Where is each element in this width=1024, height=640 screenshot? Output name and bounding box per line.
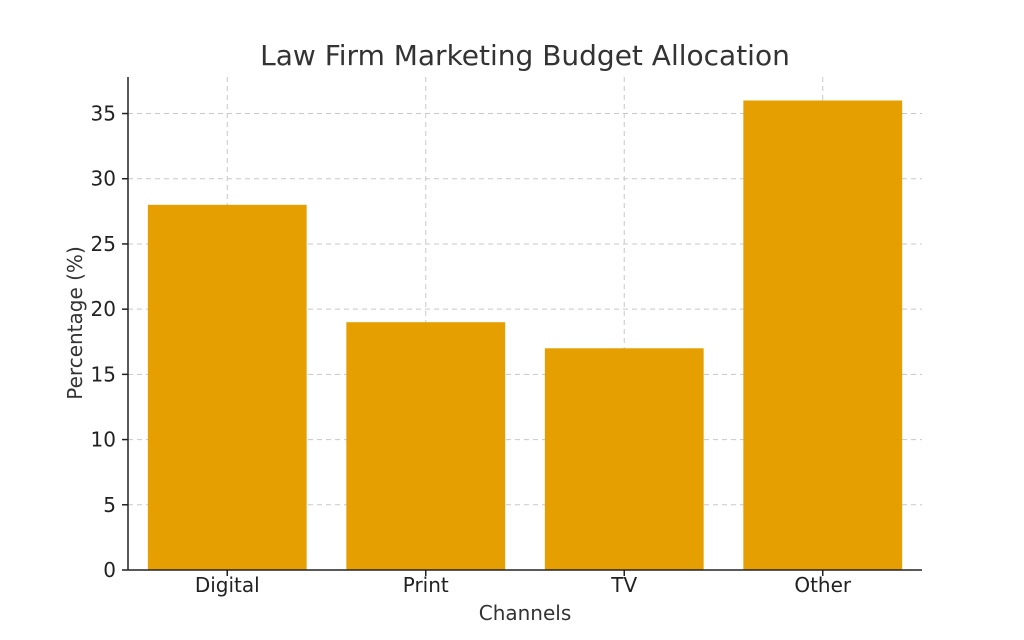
bars — [147, 100, 903, 570]
x-axis-label: Channels — [479, 601, 572, 625]
y-axis-label: Percentage (%) — [63, 246, 87, 399]
y-tick-label: 10 — [91, 428, 116, 452]
x-axis-ticks: Digital Print TV Other — [195, 570, 852, 597]
x-tick-label: Print — [403, 573, 449, 597]
y-tick-label: 5 — [103, 493, 116, 517]
x-tick-label: TV — [610, 573, 637, 597]
x-tick-label: Other — [794, 573, 852, 597]
y-tick-label: 30 — [91, 167, 116, 191]
x-tick-label: Digital — [195, 573, 260, 597]
y-tick-label: 15 — [91, 362, 116, 386]
y-axis-ticks: 0 5 10 15 20 25 30 35 — [91, 102, 128, 582]
bar-print — [346, 322, 506, 570]
bar-tv — [544, 348, 704, 570]
y-tick-label: 20 — [91, 297, 116, 321]
bar-digital — [147, 204, 307, 570]
bar-other — [743, 100, 903, 570]
y-tick-label: 35 — [91, 102, 116, 126]
y-tick-label: 25 — [91, 232, 116, 256]
chart-title: Law Firm Marketing Budget Allocation — [260, 39, 790, 72]
y-tick-label: 0 — [103, 558, 116, 582]
